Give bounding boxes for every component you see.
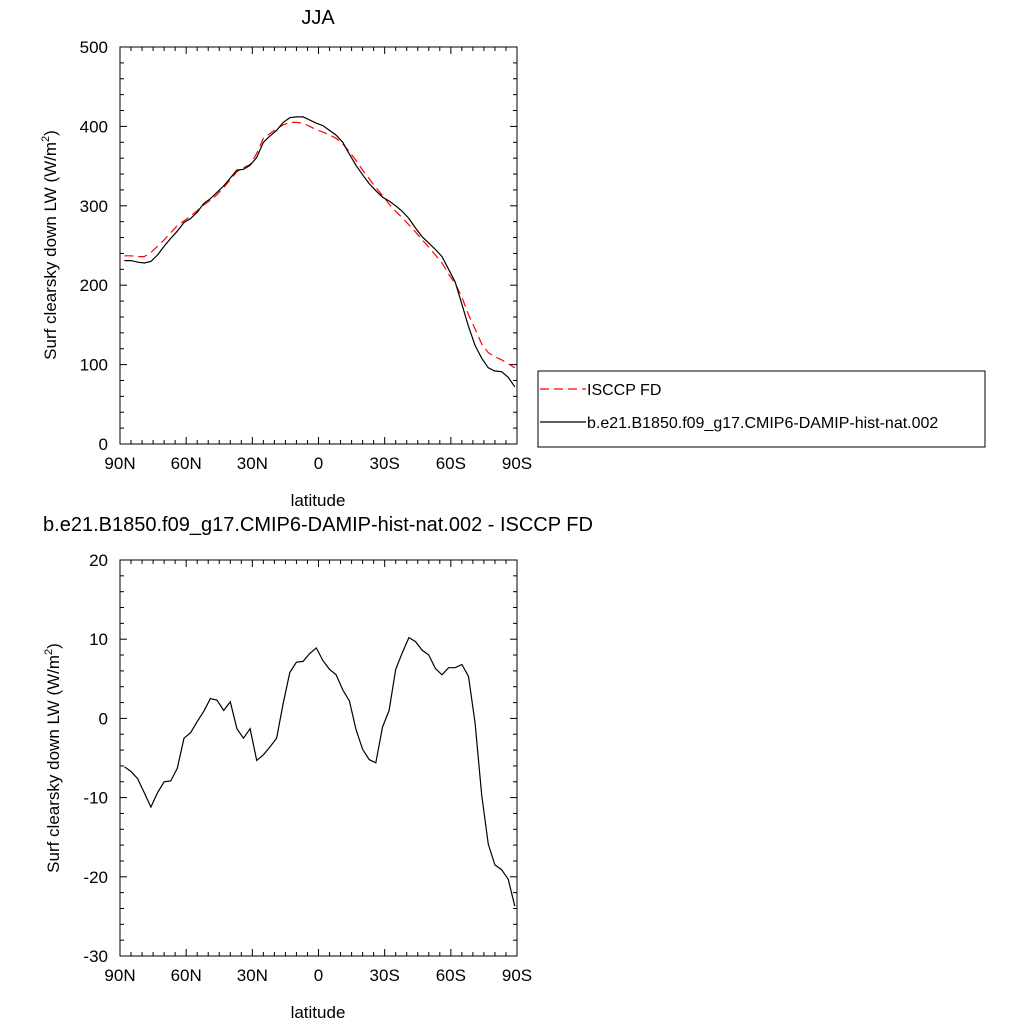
y-tick-label: 100 (80, 356, 108, 375)
x-tick-label: 30N (237, 454, 268, 473)
y-tick-label: 0 (99, 435, 108, 454)
y-tick-label: -30 (83, 947, 108, 966)
x-tick-label: 60S (436, 966, 466, 985)
y-tick-label: 200 (80, 276, 108, 295)
bottom-chart-x-axis-label: latitude (291, 1003, 346, 1022)
series-line-model (124, 116, 516, 388)
x-tick-label: 30S (370, 454, 400, 473)
y-tick-label: -20 (83, 868, 108, 887)
y-tick-label: 400 (80, 117, 108, 136)
x-tick-label: 60S (436, 454, 466, 473)
legend-label-isccp-fd: ISCCP FD (587, 382, 661, 399)
bottom-chart-ticks: 90N 60N 30N 0 30S 60S 90S -30 -20 -10 0 10 20 (83, 551, 532, 985)
y-tick-label: -10 (83, 789, 108, 808)
top-chart-series (124, 116, 516, 388)
top-chart-ticks: 90N 60N 30N 0 30S 60S 90S 0 100 200 300 400 500 (80, 38, 533, 473)
series-line-isccp-fd (124, 121, 516, 369)
x-tick-label: 0 (314, 966, 323, 985)
x-tick-label: 30N (237, 966, 268, 985)
legend-box (537, 370, 986, 448)
y-tick-label: 10 (89, 630, 108, 649)
top-chart-plot-frame (119, 46, 518, 445)
top-chart-legend: ISCCP FD b.e21.B1850.f09_g17.CMIP6-DAMIP… (537, 370, 986, 448)
x-tick-label: 60N (171, 454, 202, 473)
top-chart-title: JJA (301, 7, 335, 29)
x-tick-label: 30S (370, 966, 400, 985)
y-tick-label: 300 (80, 197, 108, 216)
top-chart: JJA 90N 60N 30N 0 30S 60S 90S0100200300400500 … (40, 7, 532, 510)
bottom-chart-series (124, 636, 516, 907)
top-chart-y-axis-label: Surf clearsky down LW (W/m2) (40, 130, 60, 360)
bottom-chart-title: b.e21.B1850.f09_g17.CMIP6-DAMIP-hist-nat… (43, 514, 593, 536)
y-tick-label: 500 (80, 38, 108, 57)
x-tick-label: 0 (314, 454, 323, 473)
x-tick-label: 90S (502, 454, 532, 473)
top-chart-x-axis-label: latitude (291, 491, 346, 510)
x-tick-label: 60N (171, 966, 202, 985)
y-tick-label: 20 (89, 551, 108, 570)
x-tick-label: 90N (104, 454, 135, 473)
x-tick-label: 90N (104, 966, 135, 985)
bottom-chart-y-axis-label: Surf clearsky down LW (W/m2) (43, 643, 63, 873)
series-line-difference (124, 636, 516, 907)
bottom-chart: b.e21.B1850.f09_g17.CMIP6-DAMIP-hist-nat… (43, 514, 593, 1022)
legend-label-model: b.e21.B1850.f09_g17.CMIP6-DAMIP-hist-nat… (587, 415, 938, 432)
y-tick-label: 0 (99, 709, 108, 728)
x-tick-label: 90S (502, 966, 532, 985)
